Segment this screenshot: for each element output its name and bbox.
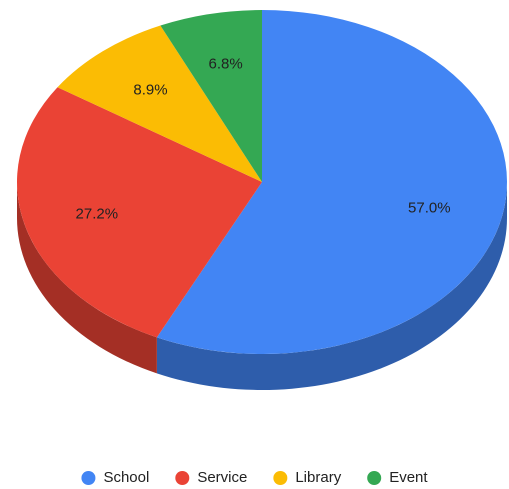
slice: [17, 87, 262, 338]
slice-label: 27.2%: [76, 205, 119, 222]
legend-label: Service: [197, 469, 247, 486]
slice-label: 8.9%: [133, 81, 167, 98]
slice-labels: 57.0% 27.2% 8.9% 6.8%: [76, 55, 451, 222]
slice-label: 57.0%: [408, 199, 451, 216]
legend-label: School: [103, 469, 149, 486]
pie-sides: [17, 182, 507, 390]
slice-side: [17, 182, 157, 374]
legend-label: Event: [389, 469, 428, 486]
slice: [160, 10, 262, 182]
legend: School Service Library Event: [81, 469, 428, 486]
slice: [57, 25, 262, 183]
legend-marker: [273, 471, 288, 485]
legend-marker: [81, 471, 96, 485]
legend-marker: [367, 471, 382, 485]
slice-side: [156, 182, 507, 390]
slice-label: 6.8%: [209, 55, 243, 72]
legend-label: Library: [295, 469, 341, 486]
legend-marker: [175, 471, 190, 485]
pie-top: [17, 10, 508, 354]
slice: [156, 10, 508, 354]
